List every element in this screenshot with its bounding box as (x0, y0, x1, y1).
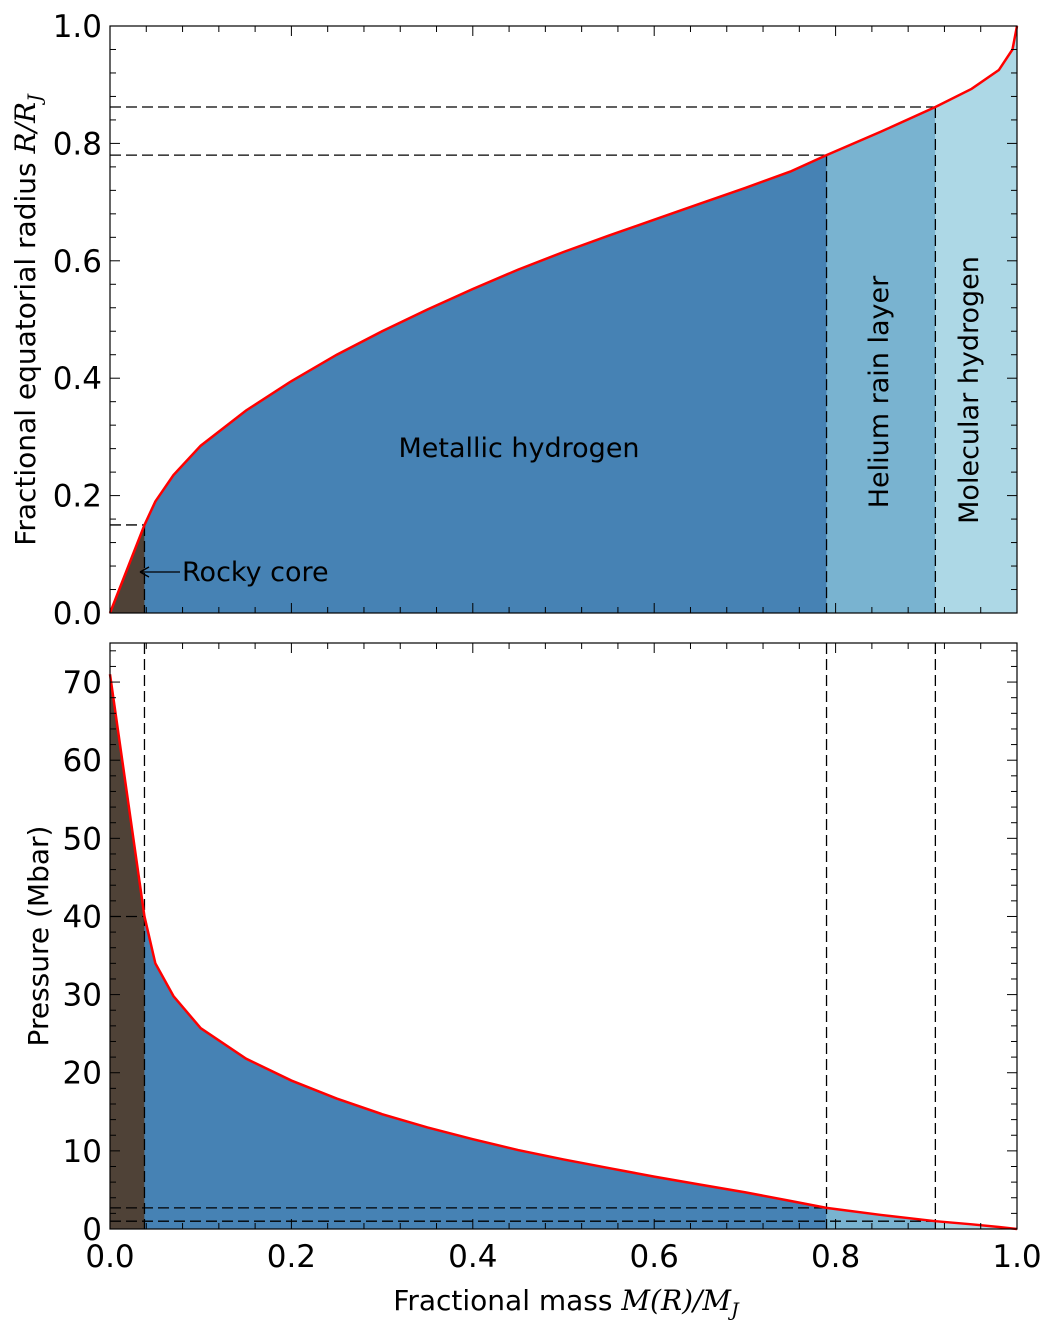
x-tick-label: 0.0 (85, 1239, 134, 1275)
mass-axis-label-math-sub: J (727, 1299, 740, 1321)
mass-axis-label: Fractional mass M(R)/MJ (393, 1284, 740, 1321)
y-tick-label: 0.0 (53, 596, 102, 632)
radius-axis-label-math: R/R (9, 102, 42, 155)
label-helium-rain-layer: Helium rain layer (864, 275, 895, 508)
rocky-core-fill (110, 674, 145, 1229)
x-tick-label: 0.4 (448, 1239, 497, 1275)
rocky-core-annotation: Rocky core (139, 557, 329, 588)
pressure-plot-frame (109, 642, 1018, 1230)
y-tick-label: 70 (63, 665, 102, 701)
y-tick-label: 20 (63, 1056, 102, 1092)
y-tick-label: 0 (82, 1212, 102, 1248)
radius-axis-label-text: Fractional equatorial radius (9, 162, 42, 545)
pressure-panel: 0 10 20 30 40 50 60 70 0.0 0.2 0.4 0.6 0.8 1.0 Pressu… (22, 642, 1042, 1321)
radius-axis-label-math-sub: J (24, 93, 46, 106)
label-metallic-hydrogen: Metallic hydrogen (398, 433, 639, 464)
metallic-hydrogen-fill (144, 916, 827, 1229)
pressure-boundary-lines (110, 643, 937, 1229)
mass-axis-label-math: M(R)/M (620, 1284, 732, 1317)
y-tick-label: 10 (63, 1134, 102, 1170)
pressure-curve (108, 674, 1018, 1231)
y-tick-label: 30 (63, 978, 102, 1014)
molecular-hydrogen-fill (935, 26, 1017, 613)
pressure-axis-ticks: 0 10 20 30 40 50 60 70 0.0 0.2 0.4 0.6 0.8 1.0 (63, 643, 1042, 1275)
y-tick-label: 0.6 (53, 244, 102, 280)
label-molecular-hydrogen: Molecular hydrogen (954, 256, 985, 524)
y-tick-label: 0.4 (53, 361, 102, 397)
x-tick-label: 1.0 (992, 1239, 1041, 1275)
radius-curve (108, 25, 1019, 614)
radius-panel: 0.0 0.2 0.4 0.6 0.8 1.0 Metallic hydrogen Hel… (9, 9, 1019, 632)
pressure-axis-label: Pressure (Mbar) (22, 826, 55, 1047)
y-tick-label: 0.2 (53, 479, 102, 515)
x-tick-label: 0.8 (811, 1239, 860, 1275)
y-tick-label: 60 (63, 743, 102, 779)
radius-axis-ticks: 0.0 0.2 0.4 0.6 0.8 1.0 (53, 9, 1018, 632)
y-tick-label: 40 (63, 899, 102, 935)
helium-rain-fill (826, 107, 936, 613)
pressure-layer-fills (110, 674, 1017, 1229)
radius-axis-label: Fractional equatorial radius R/RJ (9, 93, 46, 546)
radius-boundary-lines (110, 106, 937, 613)
mass-axis-label-text: Fractional mass (393, 1284, 612, 1317)
rocky-core-arrow-head (139, 566, 150, 578)
radius-layer-fills (110, 26, 1017, 613)
y-tick-label: 0.8 (53, 126, 102, 162)
x-tick-label: 0.6 (630, 1239, 679, 1275)
radius-plot-frame (109, 25, 1018, 614)
y-tick-label: 50 (63, 821, 102, 857)
y-tick-label: 1.0 (53, 9, 102, 45)
label-rocky-core: Rocky core (182, 557, 329, 588)
metallic-hydrogen-fill (144, 155, 827, 613)
x-tick-label: 0.2 (267, 1239, 316, 1275)
